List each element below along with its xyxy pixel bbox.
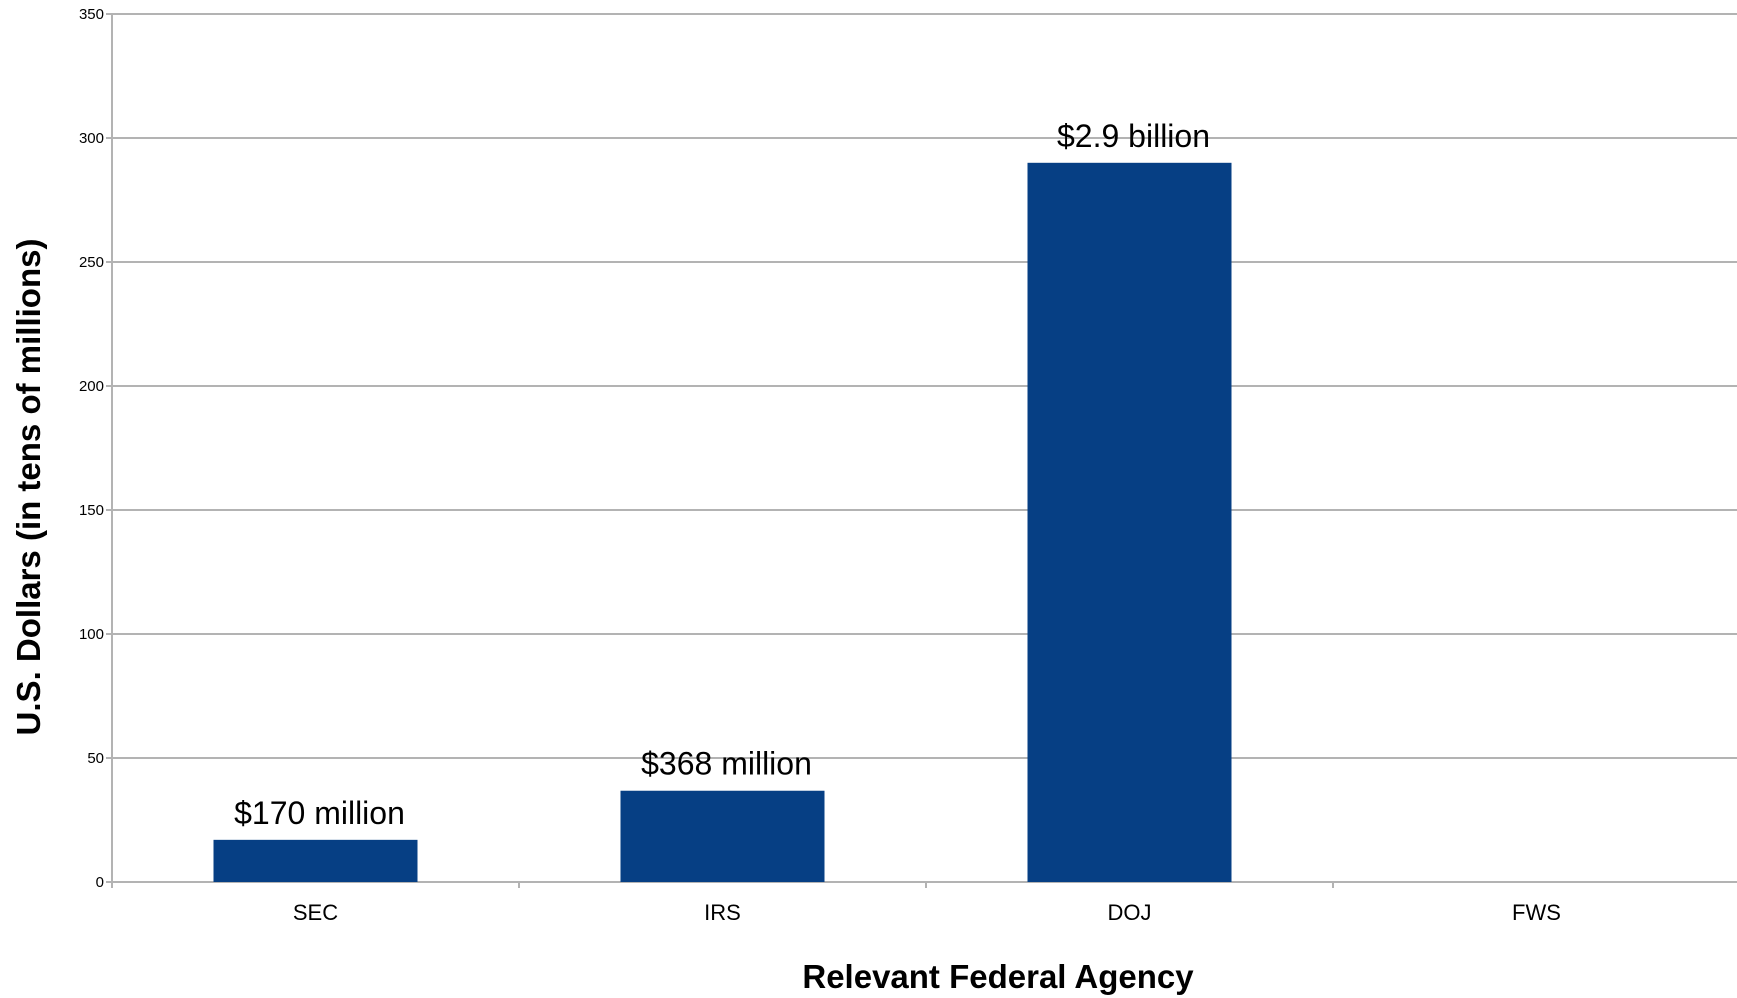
y-tick-label: 250 (79, 254, 104, 271)
data-label-sec: $170 million (234, 795, 405, 831)
gridlines (112, 13, 1737, 759)
y-tick-label: 200 (79, 378, 104, 395)
labels: 0 50 100 150 200 250 300 350 SEC $170 million IRS $… (79, 6, 1561, 925)
x-tick-label-irs: IRS (704, 900, 741, 925)
bar-irs (620, 790, 825, 882)
x-tick-label-fws: FWS (1512, 900, 1561, 925)
x-tick-label-sec: SEC (293, 900, 338, 925)
y-tick-label: 350 (79, 6, 104, 23)
x-tick-label-doj: DOJ (1108, 900, 1152, 925)
y-tick-label: 50 (87, 750, 104, 767)
y-tick-label: 100 (79, 626, 104, 643)
axes (106, 13, 1737, 888)
data-label-doj: $2.9 billion (1057, 118, 1210, 154)
y-tick-label: 150 (79, 502, 104, 519)
y-tick-label: 300 (79, 130, 104, 147)
y-tick-label: 0 (96, 874, 104, 891)
bar-sec (213, 839, 418, 882)
data-label-irs: $368 million (641, 746, 812, 782)
bar-doj (1027, 162, 1232, 883)
bars (213, 162, 1232, 883)
y-axis-title: U.S. Dollars (in tens of millions) (10, 239, 47, 736)
x-axis-title: Relevant Federal Agency (802, 958, 1194, 995)
